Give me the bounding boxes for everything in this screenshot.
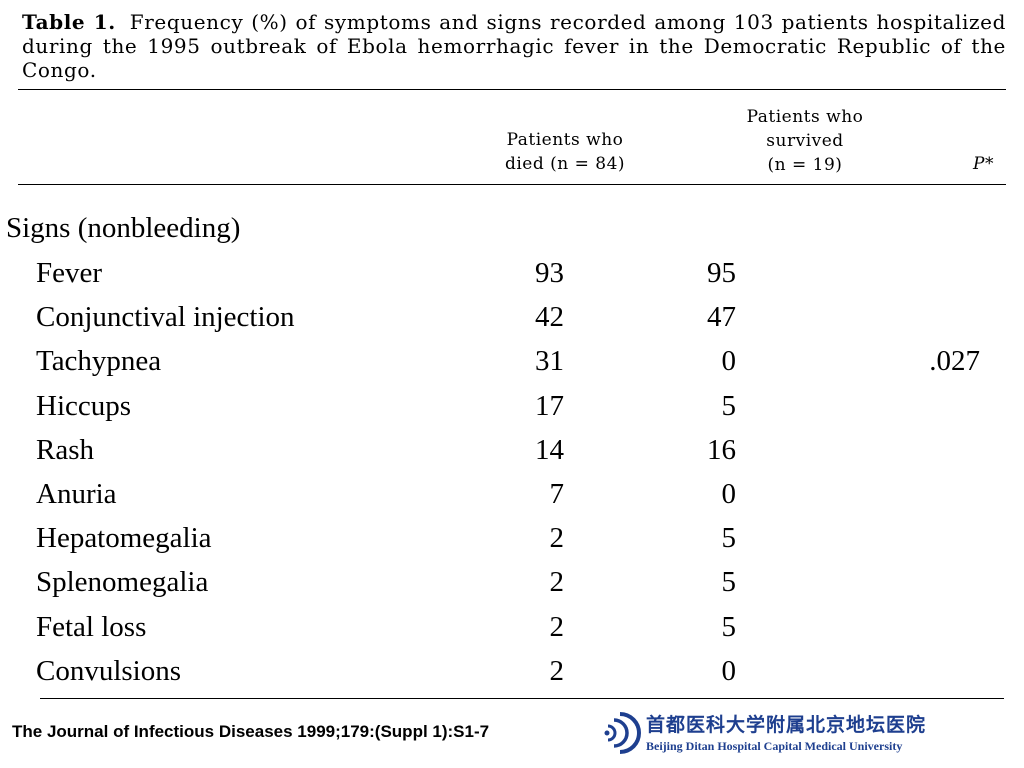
survived-value: 0	[721, 655, 737, 687]
p-value: .027	[929, 345, 980, 377]
survived-value: 16	[707, 434, 736, 466]
died-value: 42	[535, 301, 564, 333]
row-label: Convulsions	[36, 655, 182, 687]
table-row: Fetal loss 2 5	[0, 609, 1024, 653]
hospital-logo: 首都医科大学附属北京地坛医院 Beijing Ditan Hospital Ca…	[602, 708, 942, 760]
column-header-survived: Patients who survived (n = 19)	[746, 107, 864, 175]
table-row: Tachypnea 31 0 .027	[0, 343, 1024, 387]
row-label: Fetal loss	[36, 611, 147, 643]
row-label: Hiccups	[36, 390, 132, 422]
table-row: Splenomegalia 2 5	[0, 564, 1024, 608]
table-row: Convulsions 2 0	[0, 653, 1024, 697]
citation: The Journal of Infectious Diseases 1999;…	[12, 722, 490, 741]
survived-value: 47	[707, 301, 736, 333]
died-value: 14	[535, 434, 564, 466]
died-value: 2	[549, 611, 565, 643]
row-label: Tachypnea	[36, 345, 162, 377]
row-label: Fever	[36, 257, 103, 289]
died-value: 2	[549, 566, 565, 598]
table-row: Fever 93 95	[0, 255, 1024, 299]
column-header-p: P*	[973, 154, 994, 174]
died-value: 17	[535, 390, 564, 422]
table-number: Table 1.	[22, 10, 116, 34]
survived-value: 5	[721, 611, 737, 643]
survived-value: 0	[721, 345, 737, 377]
logo-chinese-name: 首都医科大学附属北京地坛医院	[646, 714, 927, 736]
table-caption-text: Frequency (%) of symptoms and signs reco…	[22, 10, 1006, 82]
row-label: Splenomegalia	[36, 566, 209, 598]
survived-value: 5	[721, 522, 737, 554]
died-value: 2	[549, 655, 565, 687]
table-row: Hepatomegalia 2 5	[0, 520, 1024, 564]
logo-english-name: Beijing Ditan Hospital Capital Medical U…	[646, 739, 903, 753]
row-label: Conjunctival injection	[36, 301, 295, 333]
row-label: Anuria	[36, 478, 117, 510]
section-heading: Signs (nonbleeding)	[6, 212, 241, 244]
survived-value: 0	[721, 478, 737, 510]
header-rule	[18, 184, 1006, 185]
table-row: Hiccups 17 5	[0, 388, 1024, 432]
table-caption: Table 1. Frequency (%) of symptoms and si…	[22, 10, 1006, 82]
died-value: 31	[535, 345, 564, 377]
row-label: Hepatomegalia	[36, 522, 212, 554]
top-rule	[18, 89, 1006, 90]
table-row: Rash 14 16	[0, 432, 1024, 476]
bottom-rule	[40, 698, 1004, 699]
died-value: 2	[549, 522, 565, 554]
table-row: Conjunctival injection 42 47	[0, 299, 1024, 343]
table-row: Anuria 7 0	[0, 476, 1024, 520]
died-value: 93	[535, 257, 564, 289]
died-value: 7	[549, 478, 565, 510]
survived-value: 95	[707, 257, 736, 289]
logo-emblem-icon	[604, 712, 641, 754]
survived-value: 5	[721, 566, 737, 598]
survived-value: 5	[721, 390, 737, 422]
column-header-died: Patients who died (n = 84)	[504, 130, 626, 174]
row-label: Rash	[36, 434, 94, 466]
